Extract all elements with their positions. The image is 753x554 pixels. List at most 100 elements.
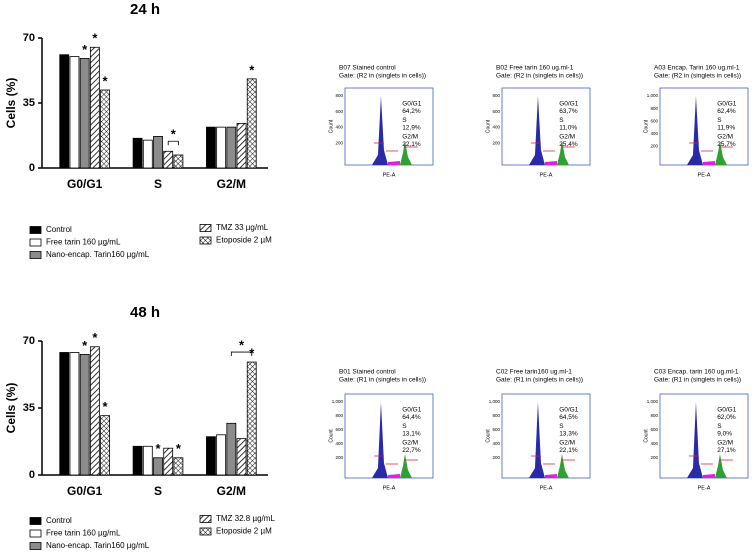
phase-label: 64,5%	[559, 414, 578, 421]
phase-label: S	[402, 423, 407, 430]
s-phase	[702, 474, 715, 478]
panel-title: C03 Encap. tarin 160 ug.ml-1	[654, 369, 739, 376]
bar	[79, 58, 90, 169]
legend-label: TMZ 33 µg/mL	[216, 223, 269, 232]
y-tick-label: 400	[650, 441, 658, 446]
y-tick-label: 600	[650, 118, 658, 123]
bar	[236, 438, 247, 476]
legend-label: Control	[46, 225, 72, 234]
y-tick-label: 400	[650, 131, 658, 136]
y-axis-label: Count	[643, 429, 649, 443]
y-tick-label: 1,000	[647, 93, 659, 98]
phase-label: G2/M	[402, 134, 418, 141]
x-tick-label: G2/M	[217, 177, 246, 191]
x-axis-label: PE-A	[698, 485, 711, 491]
phase-label: 62,4%	[717, 108, 736, 115]
legend-label: Free tarin 160 µg/mL	[46, 238, 121, 247]
chart-title: 24 h	[130, 1, 160, 18]
legend-swatch	[199, 224, 212, 232]
annotation: *	[103, 73, 109, 88]
annotation: *	[92, 330, 98, 345]
y-tick-label: 200	[492, 455, 500, 460]
y-tick-label: 70	[23, 32, 35, 44]
y-axis-label: Cells (%)	[4, 383, 18, 434]
significance-bracket	[167, 140, 179, 146]
legend-label: Nano-encap. Tarin160 µg/mL	[46, 541, 150, 550]
phase-label: G0/G1	[402, 101, 422, 108]
bar	[89, 346, 100, 476]
panel-gate: Gate: (R2 in (singlets in cells))	[339, 73, 426, 80]
y-tick-label: 0	[29, 162, 35, 174]
phase-label: 22,1%	[559, 447, 578, 454]
bar	[173, 457, 184, 476]
phase-label: 25,4%	[559, 141, 578, 148]
x-tick-label: S	[154, 484, 162, 498]
gates	[373, 142, 418, 152]
g1-peak	[686, 96, 703, 165]
phase-label: 25,7%	[717, 141, 736, 148]
g2-peak	[556, 454, 569, 478]
y-axis-label: Count	[328, 119, 334, 133]
phase-label: G0/G1	[402, 407, 422, 414]
legend-label: Etoposide 2 µM	[216, 527, 272, 536]
y-tick-label: 35	[23, 97, 35, 109]
panel-title: B07 Stained control	[339, 65, 396, 72]
phase-label: G0/G1	[559, 101, 579, 108]
phase-label: 11,9%	[717, 125, 735, 132]
y-tick-label: 400	[335, 441, 343, 446]
phase-label: S	[559, 117, 564, 124]
bar	[206, 436, 216, 476]
bar	[216, 126, 227, 169]
bar	[163, 447, 174, 476]
g1-peak	[371, 96, 388, 165]
annotation: *	[92, 31, 98, 46]
y-tick-label: 800	[335, 413, 343, 418]
phase-label: G2/M	[559, 134, 575, 141]
gates	[530, 455, 575, 465]
y-tick-label: 200	[335, 140, 343, 145]
y-tick-label: 400	[335, 125, 343, 130]
x-tick-label: G0/G1	[67, 484, 103, 498]
gates	[688, 455, 733, 465]
y-axis-label: Count	[485, 429, 491, 443]
bar	[132, 445, 143, 476]
legend-swatch	[29, 517, 42, 525]
y-tick-label: 800	[650, 106, 658, 111]
phase-label: S	[402, 117, 407, 124]
chart-title: 48 h	[130, 304, 160, 321]
phase-label: 63,7%	[559, 108, 578, 115]
legend-swatch	[29, 542, 42, 550]
bar	[236, 123, 247, 169]
phase-label: S	[559, 423, 564, 430]
g1-peak	[686, 402, 703, 478]
bar	[59, 54, 70, 169]
bar	[89, 46, 100, 169]
y-axis-label: Count	[643, 119, 649, 133]
bar	[226, 126, 237, 169]
y-tick-label: 1,000	[332, 399, 344, 404]
s-phase	[544, 161, 557, 165]
annotation: *	[155, 441, 161, 456]
phase-label: 64,2%	[402, 108, 421, 115]
phase-label: G0/G1	[717, 407, 737, 414]
bar	[142, 139, 153, 169]
significance-bracket	[230, 351, 253, 357]
legend-swatch	[199, 515, 212, 523]
y-tick-label: 0	[29, 469, 35, 481]
legend-label: TMZ 32.8 µg/mL	[216, 514, 275, 523]
legend-label: Free tarin 160 µg/mL	[46, 529, 121, 538]
panel-gate: Gate: (R2 in (singlets in cells))	[654, 73, 741, 80]
g2-peak	[714, 454, 727, 478]
phase-label: G2/M	[717, 440, 733, 447]
y-tick-label: 400	[492, 125, 500, 130]
annotation: *	[249, 345, 255, 360]
phase-label: G0/G1	[717, 101, 737, 108]
y-tick-label: 600	[492, 427, 500, 432]
x-axis-label: PE-A	[698, 172, 711, 178]
panel-gate: Gate: (R1 in (singlets in cells))	[339, 377, 426, 384]
bar	[153, 136, 163, 169]
bar	[79, 353, 90, 476]
g2-peak	[399, 454, 412, 478]
panel-title: B02 Free tarin 160 ug.ml-1	[496, 65, 574, 72]
